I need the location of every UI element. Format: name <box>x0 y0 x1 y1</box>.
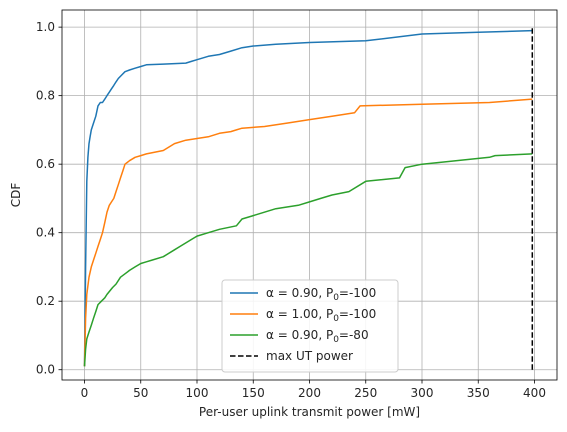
y-tick-label: 0.4 <box>36 226 55 240</box>
x-tick-label: 0 <box>81 386 89 400</box>
series-line-2 <box>83 153 533 367</box>
legend-label-3: max UT power <box>266 349 353 363</box>
x-tick-label: 100 <box>186 386 209 400</box>
legend-label-2: α = 0.90, P0=-80 <box>266 328 369 345</box>
x-tick-label: 300 <box>411 386 434 400</box>
series-group <box>83 27 534 370</box>
series-line-1 <box>83 98 533 367</box>
x-tick-label: 50 <box>133 386 148 400</box>
y-tick-label: 0.6 <box>36 157 55 171</box>
y-tick-label: 0.8 <box>36 89 55 103</box>
x-tick-label: 350 <box>467 386 490 400</box>
y-axis-label: CDF <box>9 183 23 208</box>
legend-label-0: α = 0.90, P0=-100 <box>266 286 376 303</box>
series-line-0 <box>83 29 533 367</box>
y-tick-label: 0.0 <box>36 363 55 377</box>
y-tick-label: 0.2 <box>36 294 55 308</box>
x-tick-label: 200 <box>298 386 321 400</box>
x-tick-label: 250 <box>354 386 377 400</box>
legend-label-1: α = 1.00, P0=-100 <box>266 307 376 324</box>
x-ticks: 0 50 100 150 200 250 300 350 400 <box>81 380 546 400</box>
legend: α = 0.90, P0=-100 α = 1.00, P0=-100 α = 0.… <box>221 279 399 373</box>
y-ticks: 0.0 0.2 0.4 0.6 0.8 1.0 <box>36 20 62 377</box>
legend-frame <box>221 279 399 373</box>
y-tick-label: 1.0 <box>36 20 55 34</box>
x-axis-label: Per-user uplink transmit power [mW] <box>199 405 420 419</box>
x-tick-label: 150 <box>242 386 265 400</box>
x-tick-label: 400 <box>523 386 546 400</box>
